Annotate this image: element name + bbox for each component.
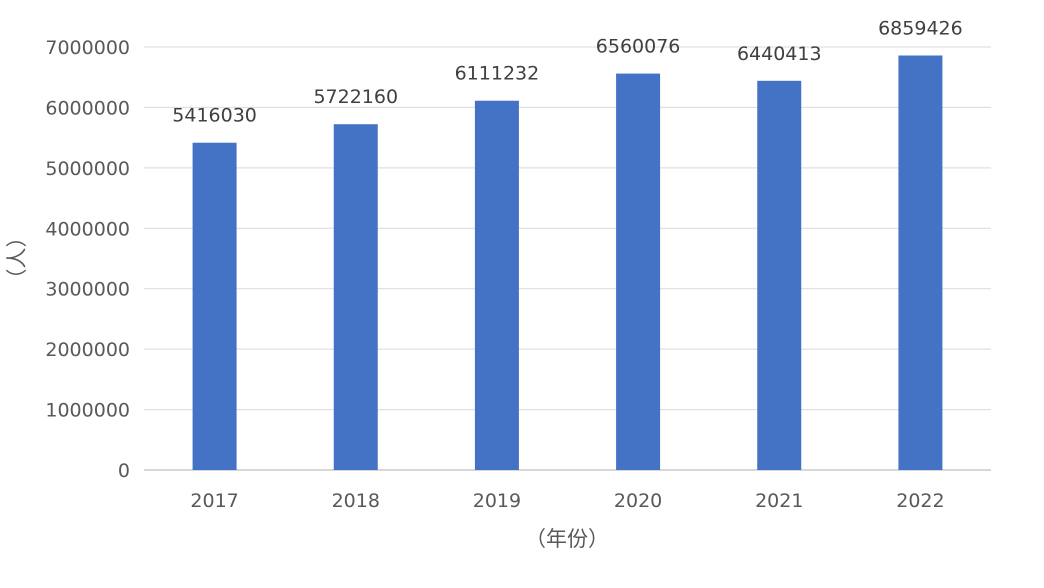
x-tick-label: 2022 <box>896 490 944 512</box>
bar-2019 <box>474 100 519 471</box>
y-axis-title: （人） <box>5 227 29 290</box>
y-tick-label: 0 <box>118 460 130 482</box>
data-label-2017: 5416030 <box>172 105 257 127</box>
data-label-2019: 6111232 <box>455 63 540 85</box>
bar-2021 <box>757 80 802 471</box>
data-label-2020: 6560076 <box>596 36 681 58</box>
bar-2022 <box>898 55 943 470</box>
data-label-2018: 5722160 <box>313 86 398 108</box>
bar-2020 <box>616 73 661 470</box>
y-tick-label: 2000000 <box>45 339 130 361</box>
y-tick-label: 4000000 <box>45 218 130 240</box>
y-tick-label: 3000000 <box>45 279 130 301</box>
bar-2018 <box>333 124 378 470</box>
y-tick-label: 6000000 <box>45 97 130 119</box>
x-tick-label: 2017 <box>190 490 238 512</box>
x-axis-title: （年份） <box>525 527 609 551</box>
grid-lines <box>144 46 991 471</box>
bars <box>192 55 943 471</box>
x-tick-label: 2021 <box>755 490 803 512</box>
x-tick-label: 2018 <box>332 490 380 512</box>
data-label-2022: 6859426 <box>878 17 963 39</box>
data-labels: 5416030 5722160 6111232 6560076 6440413 68594… <box>172 17 962 126</box>
x-axis-ticks: 2017 2018 2019 2020 2021 2022 <box>190 490 944 512</box>
y-tick-label: 5000000 <box>45 158 130 180</box>
data-label-2021: 6440413 <box>737 43 822 65</box>
y-tick-label: 1000000 <box>45 400 130 422</box>
y-axis-ticks: 0 1000000 2000000 3000000 4000000 5000000 6000… <box>45 37 130 482</box>
x-tick-label: 2019 <box>473 490 521 512</box>
y-tick-label: 7000000 <box>45 37 130 59</box>
x-tick-label: 2020 <box>614 490 662 512</box>
bar-2017 <box>192 142 237 470</box>
